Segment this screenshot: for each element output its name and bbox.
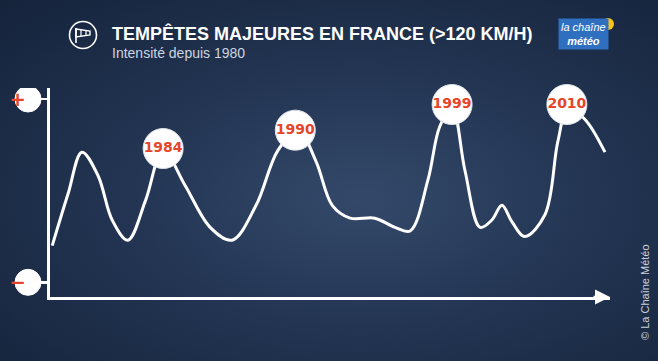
- svg-text:la chaînemétéo: la chaînemétéo: [561, 21, 606, 47]
- svg-text:© La Chaîne Météo: © La Chaîne Météo: [639, 244, 651, 340]
- svg-text:1990: 1990: [276, 121, 315, 137]
- svg-text:2010: 2010: [547, 95, 586, 111]
- svg-text:TEMPÊTES MAJEURES EN FRANCE (>: TEMPÊTES MAJEURES EN FRANCE (>120 KM/H): [112, 23, 533, 44]
- svg-text:1984: 1984: [144, 139, 183, 155]
- svg-text:1999: 1999: [433, 95, 472, 111]
- svg-text:+: +: [9, 87, 26, 111]
- svg-text:Intensité depuis 1980: Intensité depuis 1980: [112, 45, 245, 61]
- svg-text:−: −: [9, 270, 26, 294]
